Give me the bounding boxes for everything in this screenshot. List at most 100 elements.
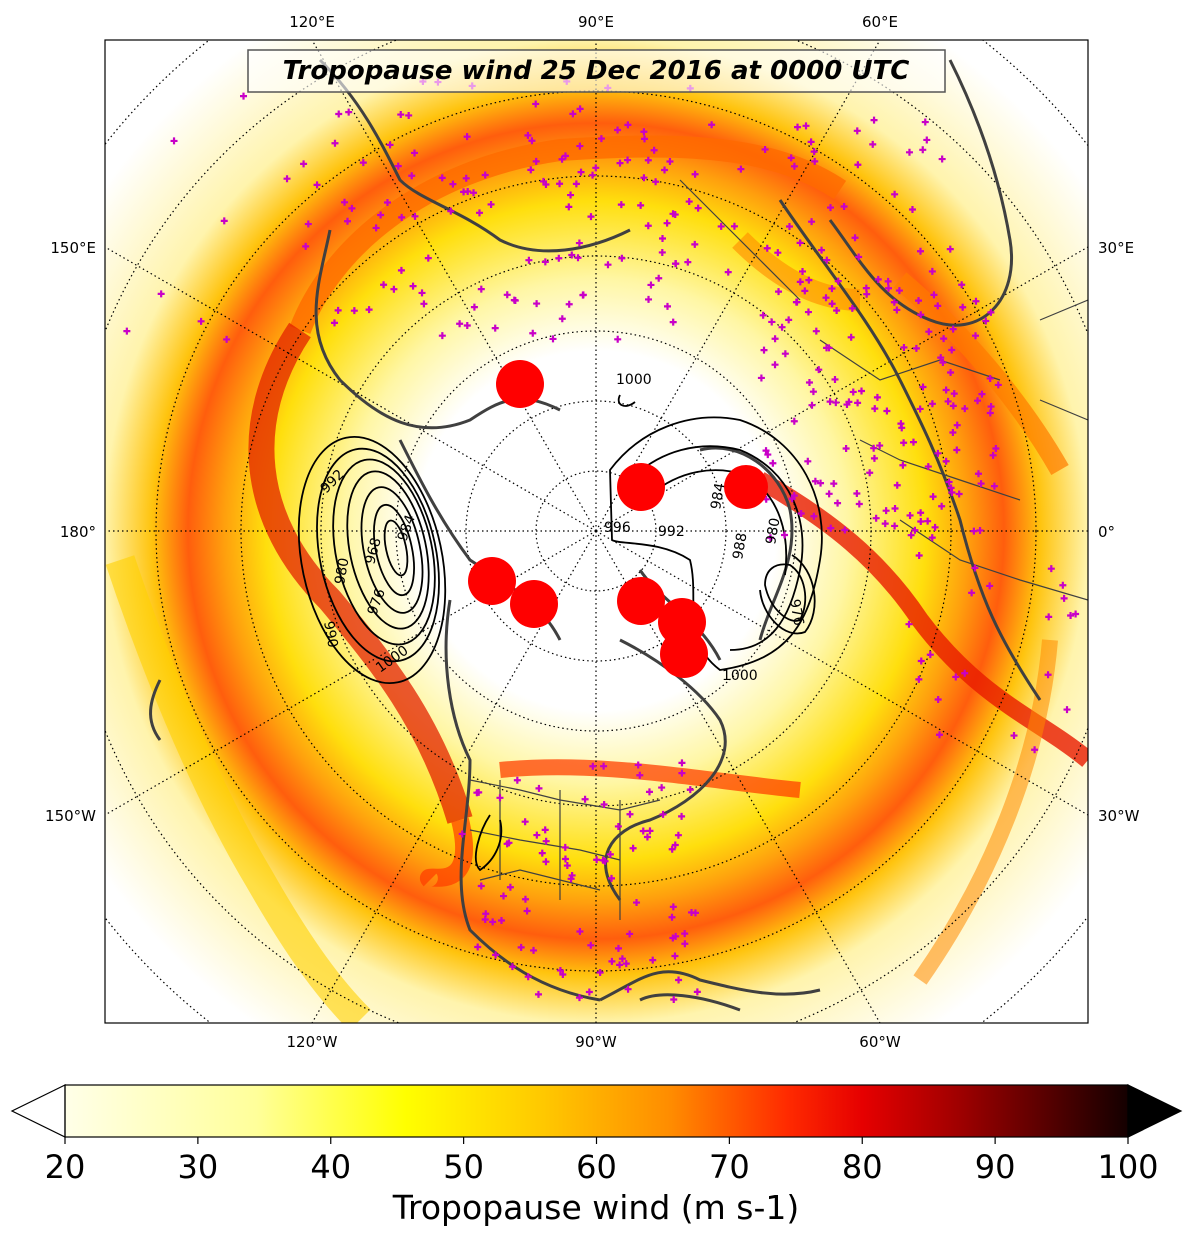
station-marker [283,175,291,183]
station-marker [600,762,608,770]
station-marker [1031,746,1039,754]
station-marker [659,810,667,818]
station-marker [460,188,468,196]
station-marker [905,620,913,628]
station-marker [663,302,671,310]
station-marker [817,479,825,487]
station-marker [304,220,312,228]
station-marker [634,761,642,769]
station-marker [601,857,609,865]
station-marker [668,913,676,921]
station-marker [637,201,645,209]
station-marker [810,148,818,156]
station-marker [529,329,537,337]
station-marker [1063,706,1071,714]
station-marker [900,439,908,447]
station-marker [300,160,308,168]
station-marker [614,822,622,830]
station-marker [644,156,652,164]
station-marker [671,260,679,268]
station-marker [870,454,878,462]
station-marker [848,304,856,312]
station-marker [915,675,923,683]
station-marker [768,318,776,326]
station-marker [616,961,624,969]
station-marker [905,148,913,156]
station-marker [822,294,830,302]
station-marker [890,298,898,306]
station-marker [592,164,600,172]
station-marker [764,451,772,459]
station-marker [763,244,771,252]
highlight-markers [468,360,768,678]
map-title: Tropopause wind 25 Dec 2016 at 0000 UTC [283,56,910,86]
station-marker [876,442,884,450]
station-marker [724,268,732,276]
station-marker [477,882,485,890]
station-marker [977,480,985,488]
station-marker [970,527,978,535]
station-marker [678,769,686,777]
station-marker [855,500,863,508]
station-marker [593,856,601,864]
station-marker [891,505,899,513]
lon-label-right: 0° [1098,523,1115,541]
station-marker [633,899,641,907]
station-marker [377,211,385,219]
station-marker [1047,565,1055,573]
station-marker [823,256,831,264]
station-marker [669,934,677,942]
station-marker [854,399,862,407]
highlight-marker [617,577,665,625]
station-marker [589,762,597,770]
station-marker [882,507,890,515]
station-marker [862,284,870,292]
station-marker [982,317,990,325]
station-marker [542,837,550,845]
station-marker [474,943,482,951]
station-marker [640,128,648,136]
station-marker [893,306,901,314]
station-marker [567,191,575,199]
station-marker [604,261,612,269]
station-marker [567,875,575,883]
station-marker [534,990,542,998]
contour-label: 980 [332,557,352,586]
station-marker [408,172,416,180]
station-marker [691,909,699,917]
station-marker [808,218,816,226]
station-marker [655,274,663,282]
station-marker [949,402,957,410]
station-marker [556,966,564,974]
station-marker [197,317,205,325]
station-marker [812,327,820,335]
station-marker [669,210,677,218]
station-markers [123,77,1080,1003]
station-marker [678,812,686,820]
station-marker [532,157,540,165]
station-marker [834,277,842,285]
station-marker [449,180,457,188]
station-marker [908,206,916,214]
map-panel: 1000 992 984 976 968 980 990 1000 996 99… [105,40,1088,1023]
station-marker [535,784,543,792]
station-marker [928,267,936,275]
station-marker [220,217,228,225]
station-marker [462,174,470,182]
station-marker [952,673,960,681]
station-marker [916,247,924,255]
station-marker [626,930,634,938]
station-marker [691,240,699,248]
station-marker [797,509,805,517]
station-marker [986,582,994,590]
station-marker [576,927,584,935]
station-marker [558,315,566,323]
station-marker [830,480,838,488]
lon-label-left: 180° [60,523,96,541]
station-marker [330,319,338,327]
station-marker [874,275,882,283]
station-marker [658,784,666,792]
station-marker [587,213,595,221]
station-marker [636,771,644,779]
station-marker [796,239,804,247]
